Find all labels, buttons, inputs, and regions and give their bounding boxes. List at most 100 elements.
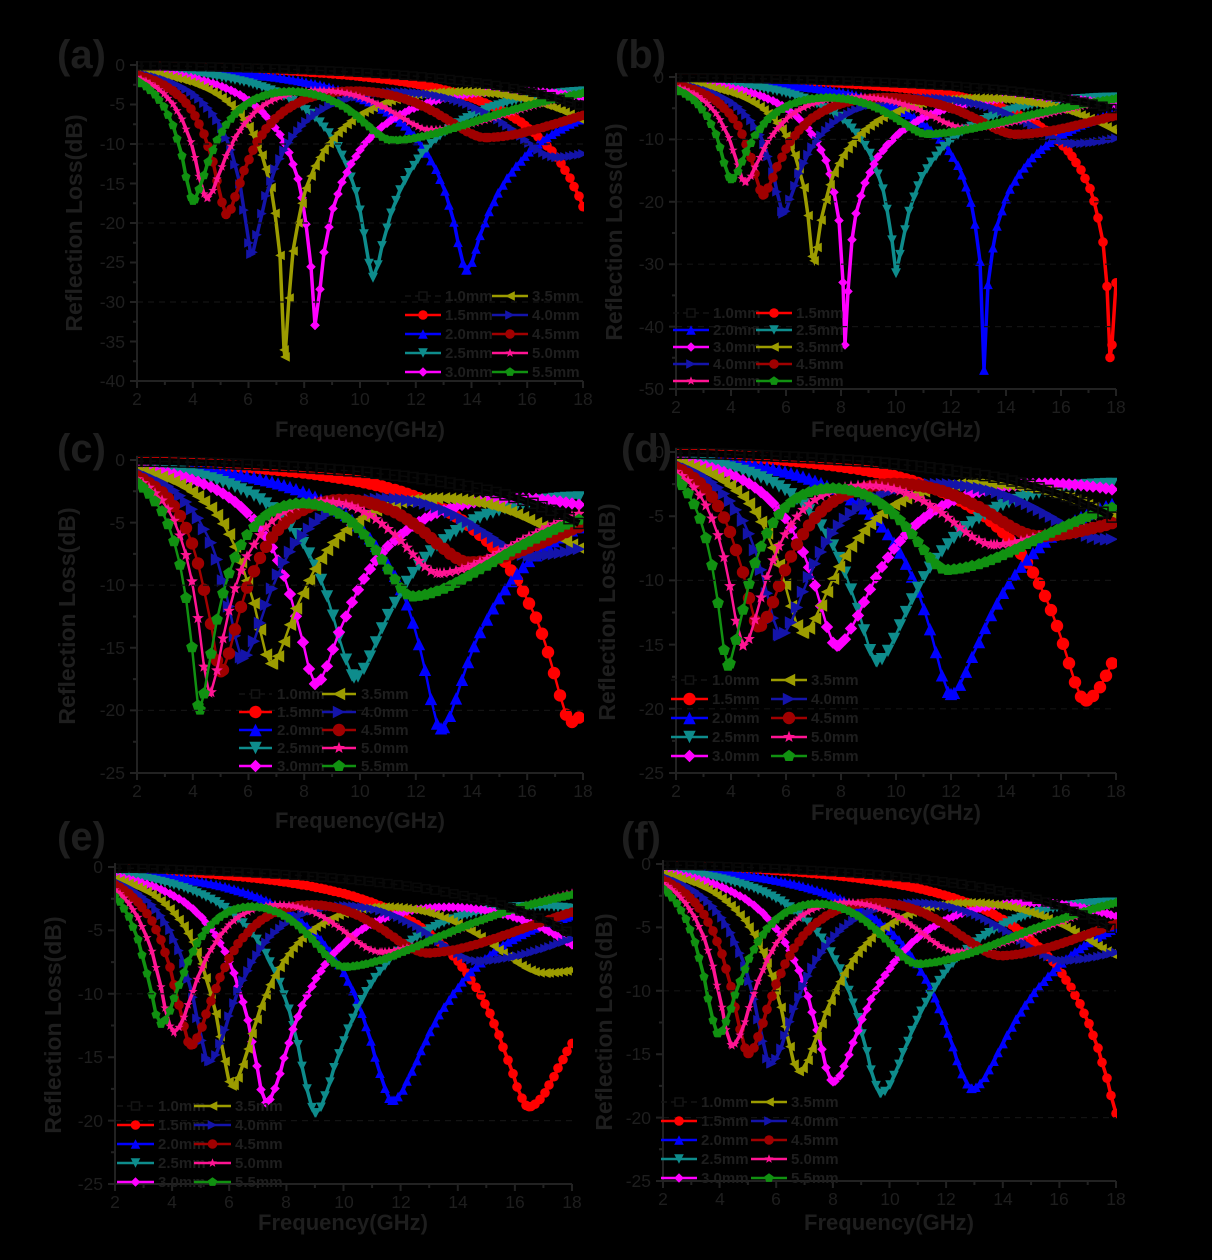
svg-text:Reflection Loss(dB): Reflection Loss(dB) [601,123,627,340]
svg-text:1.0mm: 1.0mm [445,288,493,305]
svg-text:-5: -5 [648,506,664,526]
svg-text:3.0mm: 3.0mm [713,339,761,356]
svg-text:3.5mm: 3.5mm [235,1098,283,1115]
svg-text:Frequency(GHz): Frequency(GHz) [258,1210,428,1235]
svg-text:1.5mm: 1.5mm [712,691,760,708]
svg-text:-25: -25 [100,763,125,783]
svg-text:Frequency(GHz): Frequency(GHz) [275,417,445,442]
svg-text:3.0mm: 3.0mm [701,1170,749,1187]
svg-text:5.5mm: 5.5mm [532,364,580,381]
svg-text:2: 2 [132,781,142,801]
svg-text:Frequency(GHz): Frequency(GHz) [275,808,445,833]
svg-text:18: 18 [1106,781,1125,801]
svg-text:0: 0 [654,67,664,87]
svg-text:(b): (b) [615,33,666,77]
svg-text:14: 14 [462,781,482,801]
svg-text:3.5mm: 3.5mm [532,288,580,305]
svg-text:18: 18 [1106,1189,1125,1209]
svg-text:0: 0 [115,450,125,470]
svg-text:-20: -20 [639,192,665,212]
svg-text:-50: -50 [639,379,665,399]
svg-text:10: 10 [334,1192,354,1212]
svg-text:6: 6 [781,781,791,801]
svg-text:-5: -5 [87,920,103,940]
svg-text:-15: -15 [100,174,125,194]
svg-text:-10: -10 [626,981,652,1001]
svg-text:2.5mm: 2.5mm [158,1155,206,1172]
svg-text:4.5mm: 4.5mm [796,356,844,373]
svg-text:2.0mm: 2.0mm [701,1132,749,1149]
svg-text:4.5mm: 4.5mm [791,1132,839,1149]
svg-text:16: 16 [1051,397,1070,417]
svg-text:-5: -5 [635,917,651,937]
svg-text:4: 4 [188,389,198,409]
svg-text:2.0mm: 2.0mm [158,1136,206,1153]
svg-text:5.0mm: 5.0mm [713,373,761,390]
svg-text:2.5mm: 2.5mm [277,740,325,757]
svg-text:10: 10 [886,781,906,801]
svg-text:2.0mm: 2.0mm [445,326,493,343]
svg-text:-25: -25 [100,252,125,272]
svg-text:3.5mm: 3.5mm [796,339,844,356]
svg-text:-15: -15 [626,1044,651,1064]
svg-text:Reflection Loss(dB): Reflection Loss(dB) [591,913,617,1130]
svg-text:-20: -20 [626,1108,652,1128]
svg-text:5.5mm: 5.5mm [361,758,409,775]
svg-text:10: 10 [350,389,370,409]
svg-text:16: 16 [505,1192,524,1212]
svg-text:4.5mm: 4.5mm [235,1136,283,1153]
svg-text:-15: -15 [100,638,125,658]
svg-text:-10: -10 [100,575,126,595]
svg-text:1.0mm: 1.0mm [277,686,325,703]
svg-text:-15: -15 [639,635,664,655]
svg-text:8: 8 [828,1189,838,1209]
svg-text:-40: -40 [639,317,665,337]
svg-text:8: 8 [281,1192,291,1212]
svg-text:8: 8 [836,397,846,417]
svg-text:6: 6 [781,397,791,417]
svg-text:3.0mm: 3.0mm [712,748,760,765]
svg-text:2: 2 [658,1189,668,1209]
svg-text:-20: -20 [100,213,126,233]
svg-text:12: 12 [406,389,425,409]
svg-text:4.0mm: 4.0mm [361,704,409,721]
svg-text:4: 4 [726,397,736,417]
svg-text:2.5mm: 2.5mm [796,322,844,339]
svg-text:Reflection Loss(dB): Reflection Loss(dB) [40,916,66,1133]
svg-text:10: 10 [350,781,370,801]
svg-text:0: 0 [115,55,125,75]
svg-text:4: 4 [715,1189,725,1209]
svg-text:18: 18 [1106,397,1125,417]
svg-text:2: 2 [671,397,681,417]
svg-text:-25: -25 [78,1174,103,1194]
svg-text:0: 0 [93,857,103,877]
svg-text:(c): (c) [57,427,106,471]
svg-text:-20: -20 [639,699,665,719]
svg-text:Reflection Loss(dB): Reflection Loss(dB) [54,507,80,724]
svg-text:14: 14 [996,397,1016,417]
svg-text:1.0mm: 1.0mm [712,672,760,689]
svg-text:2: 2 [132,389,142,409]
svg-text:-5: -5 [109,94,125,114]
svg-text:6: 6 [243,781,253,801]
svg-text:Frequency(GHz): Frequency(GHz) [811,417,981,442]
svg-text:16: 16 [517,781,536,801]
svg-text:1.5mm: 1.5mm [158,1117,206,1134]
svg-text:0: 0 [641,854,651,874]
svg-text:4.5mm: 4.5mm [532,326,580,343]
svg-text:-20: -20 [78,1111,104,1131]
svg-text:2.5mm: 2.5mm [445,345,493,362]
svg-text:5.5mm: 5.5mm [235,1174,283,1191]
svg-text:(d): (d) [621,427,672,471]
svg-text:4.0mm: 4.0mm [235,1117,283,1134]
svg-text:-25: -25 [639,763,664,783]
svg-text:16: 16 [1049,1189,1068,1209]
svg-text:-35: -35 [100,332,125,352]
svg-text:14: 14 [996,781,1016,801]
svg-text:-10: -10 [639,129,665,149]
svg-text:8: 8 [299,389,309,409]
svg-text:14: 14 [993,1189,1013,1209]
svg-text:-30: -30 [100,292,126,312]
svg-text:1.5mm: 1.5mm [445,307,493,324]
svg-text:3.5mm: 3.5mm [811,672,859,689]
